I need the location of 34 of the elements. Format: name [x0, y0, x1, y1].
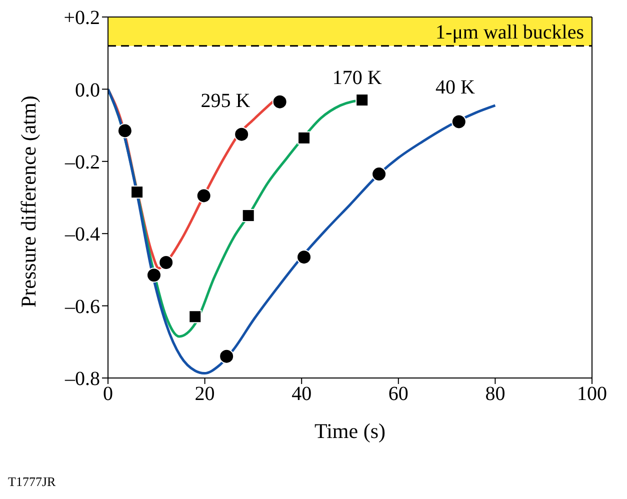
point: [372, 166, 387, 182]
point: [272, 94, 288, 110]
y-tick-label: –0.2: [64, 152, 100, 174]
x-tick-label: 20: [194, 383, 215, 406]
y-tick-label: –0.6: [64, 296, 100, 318]
y-axis-title: Pressure difference (atm): [16, 96, 40, 308]
x-tick-label: 0: [103, 383, 113, 406]
point: [196, 188, 212, 204]
point: [219, 348, 234, 364]
y-tick-label: +0.2: [64, 7, 100, 30]
y-tick-label: –0.4: [64, 224, 100, 246]
x-tick-label: 80: [485, 383, 506, 406]
point: [451, 114, 466, 130]
x-axis-title: Time (s): [314, 419, 386, 443]
x-tick-label: 40: [292, 383, 312, 406]
point: [117, 123, 132, 138]
point: [356, 94, 369, 107]
text: T1777JR: [8, 474, 56, 490]
point: [234, 126, 250, 142]
series-label: 40 K: [435, 76, 476, 98]
x-tick-label: 100: [577, 383, 607, 406]
y-tick-label: –0.8: [64, 368, 100, 390]
point: [130, 186, 144, 199]
x-tick-label: 60: [388, 383, 408, 406]
point: [188, 310, 202, 324]
point: [298, 131, 311, 144]
series-label: 295 K: [200, 90, 251, 112]
point: [296, 250, 312, 265]
y-tick-label: 0.0: [75, 79, 100, 102]
point: [158, 254, 174, 270]
point: [242, 209, 255, 222]
point: [146, 268, 162, 283]
series-label: 170 K: [332, 67, 382, 90]
band-label: 1-μm wall buckles: [436, 21, 584, 44]
